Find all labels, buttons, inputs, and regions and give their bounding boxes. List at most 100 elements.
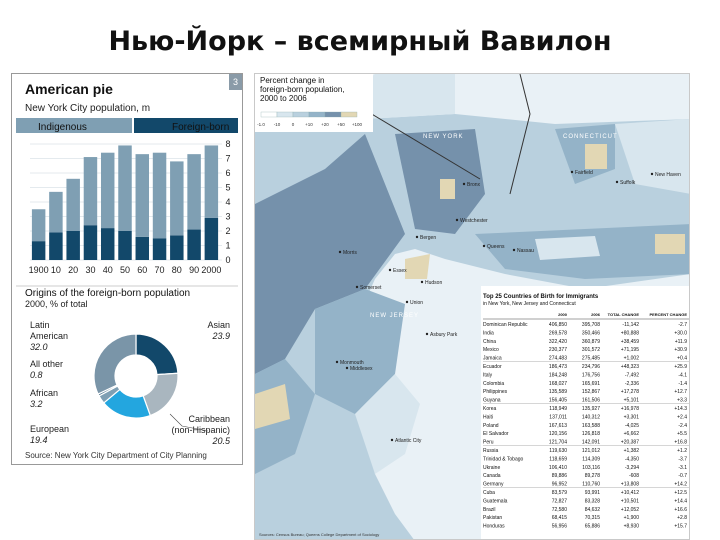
county-block-central — [315, 289, 405, 414]
place-label: New Haven — [655, 172, 681, 178]
table-cell: 118,949 — [549, 406, 567, 412]
pie-chart — [93, 333, 179, 419]
immigrant-table: 2000 2006 TOTAL CHANGE PERCENT CHANGE Domini… — [483, 312, 689, 530]
label-other-val: 0.8 — [30, 370, 43, 380]
table-cell: 89,278 — [585, 473, 601, 479]
table-cell: -2.4 — [678, 423, 687, 429]
table-cell: 65,886 — [585, 524, 601, 530]
state-label-ny: NEW YORK — [423, 134, 464, 140]
table-cell: Haiti — [483, 414, 493, 420]
table-title: Top 25 Countries of Birth for Immigrants — [483, 294, 599, 300]
place-label: Monmouth — [340, 360, 364, 366]
pie-subtitle: 2000, % of total — [25, 299, 88, 309]
table-cell: +1,900 — [624, 515, 640, 521]
table-cell: Germany — [483, 482, 504, 488]
table-cell: +8,930 — [624, 524, 640, 530]
table-cell: +16.6 — [674, 507, 687, 513]
table-cell: 301,572 — [582, 347, 600, 353]
table-cell: Colombia — [483, 381, 504, 387]
x-tick-label: 2000 — [201, 265, 221, 275]
table-cell: +1,002 — [624, 356, 640, 362]
place-marker — [335, 360, 339, 364]
ny-ct-border — [509, 74, 531, 195]
table-box — [481, 286, 689, 539]
x-tick-label: 60 — [137, 265, 147, 275]
table-cell: Canada — [483, 473, 501, 479]
table-cell: +25.9 — [674, 364, 687, 370]
table-cell: Honduras — [483, 524, 505, 530]
county-block-tan-2 — [440, 179, 455, 199]
legend-tick: -1.0 — [257, 122, 265, 127]
table-cell: +6,662 — [624, 431, 640, 437]
suffolk-block — [535, 236, 600, 260]
table-cell: 142,091 — [582, 440, 600, 446]
legend-color-step — [308, 111, 326, 118]
table-cell: 106,410 — [549, 465, 567, 471]
legend-tick: +50 — [337, 122, 345, 127]
table-cell: +15.7 — [674, 524, 687, 530]
east-li-block — [655, 234, 685, 254]
bar-foreign-born — [118, 231, 132, 260]
place-label: Somerset — [360, 285, 382, 291]
table-cell: +17,278 — [621, 389, 639, 395]
table-cell: +38,459 — [621, 339, 639, 345]
county-block-tan-1 — [585, 144, 607, 169]
bar-indigenous — [118, 145, 132, 231]
table-cell: -11,142 — [622, 322, 639, 328]
table-cell: -1.4 — [678, 381, 687, 387]
table-cell: 119,630 — [549, 448, 567, 454]
table-cell: 152,867 — [582, 389, 600, 395]
table-cell: 350,466 — [582, 330, 600, 336]
table-cell: +1.2 — [677, 448, 687, 454]
label-asian: Asian — [207, 320, 230, 330]
place-label: Fairfield — [575, 170, 593, 176]
map-title-box — [255, 74, 373, 132]
table-cell: +30.0 — [674, 330, 687, 336]
table-cell: Jamaica — [483, 356, 502, 362]
table-cell: +71,195 — [621, 347, 639, 353]
place-label: Middlesex — [350, 366, 373, 372]
ny-nj-border — [354, 103, 481, 180]
place-marker — [570, 170, 574, 174]
y-tick-label: 3 — [225, 212, 230, 222]
state-label-ct: CONNECTICUT — [563, 134, 618, 140]
bar-indigenous — [83, 157, 98, 226]
table-cell: Poland — [483, 423, 499, 429]
y-tick-label: 7 — [225, 154, 230, 164]
place-marker — [650, 172, 654, 176]
place-marker — [345, 366, 349, 370]
table-cell: -2.7 — [678, 322, 687, 328]
table-cell: +13,808 — [621, 482, 639, 488]
legend-label-indigenous: Indigenous — [38, 122, 87, 133]
table-cell: 184,248 — [549, 372, 567, 378]
table-header: 2000 — [558, 312, 568, 317]
table-cell: 118,659 — [549, 456, 567, 462]
table-cell: Russia — [483, 448, 499, 454]
county-block-tan-3 — [405, 254, 430, 279]
place-label: Morris — [343, 250, 357, 256]
place-marker — [455, 218, 459, 222]
table-cell: 121,012 — [582, 448, 600, 454]
table-cell: +2.4 — [677, 414, 687, 420]
bar-indigenous — [31, 209, 46, 242]
place-marker — [415, 235, 419, 239]
table-cell: 68,415 — [552, 515, 568, 521]
table-cell: 322,420 — [549, 339, 567, 345]
table-cell: India — [483, 330, 494, 336]
legend-label-foreign-born: Foreign-born — [172, 122, 229, 133]
table-cell: +48,323 — [621, 364, 639, 370]
place-label: Essex — [393, 268, 407, 274]
table-cell: -4,350 — [625, 456, 639, 462]
table-cell: +14.2 — [674, 482, 687, 488]
table-cell: China — [483, 339, 496, 345]
table-cell: Ecuador — [483, 364, 502, 370]
panel-title: American pie — [25, 81, 113, 97]
county-block-west — [255, 134, 405, 374]
y-tick-label: 6 — [225, 168, 230, 178]
place-label: Atlantic City — [395, 438, 422, 444]
table-cell: 103,116 — [582, 465, 600, 471]
bar-foreign-born — [100, 228, 115, 260]
table-cell: 168,027 — [549, 381, 567, 387]
nyc-region-map: Percent change in foreign-born populatio… — [255, 74, 689, 539]
bar-indigenous — [49, 191, 63, 233]
